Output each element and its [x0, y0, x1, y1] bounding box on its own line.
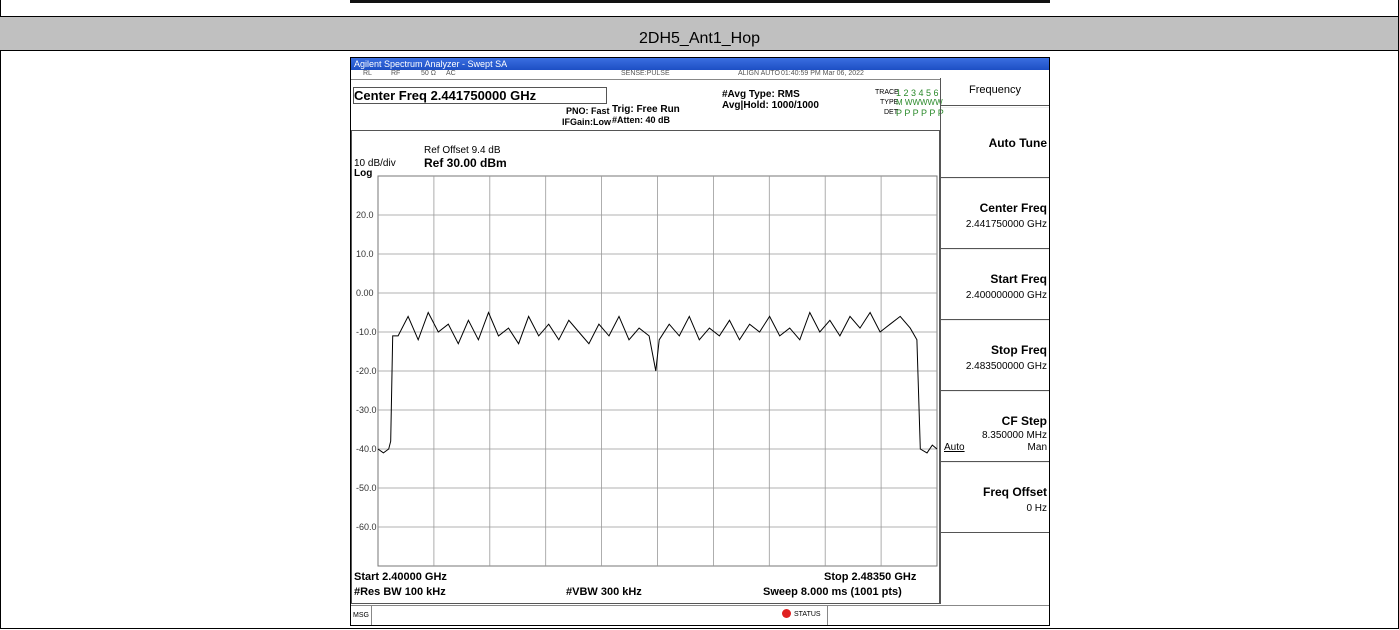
stop-freq: Stop 2.48350 GHz [824, 571, 917, 583]
window-title: Agilent Spectrum Analyzer - Swept SA [351, 58, 1049, 70]
status-divider [371, 606, 372, 625]
y-tick-label: -60.0 [356, 522, 377, 532]
menu-button[interactable]: Start Freq 2.400000000 GHz [941, 249, 1049, 320]
menu-button[interactable]: Center Freq 2.441750000 GHz [941, 178, 1049, 249]
msg-bar [351, 605, 1049, 626]
y-tick-label: -20.0 [356, 366, 377, 376]
menu-value: 0 Hz [1026, 503, 1047, 514]
trace-nums: 1 2 3 4 5 6 [896, 88, 939, 98]
trace [377, 311, 938, 454]
menu-label: CF Step [1001, 414, 1047, 428]
status-item: RF [391, 70, 401, 77]
header-title: 2DH5_Ant1_Hop [639, 30, 760, 47]
y-tick-label: -30.0 [356, 405, 377, 415]
det-label: DET [884, 109, 898, 116]
menu-button[interactable]: Freq Offset 0 Hz [941, 462, 1049, 533]
status-item: 50 Ω [421, 70, 436, 77]
status-item: RL [363, 70, 372, 77]
sweep: Sweep 8.000 ms (1001 pts) [763, 586, 902, 598]
header-row [0, 16, 1398, 51]
status-divider [827, 606, 828, 625]
menu-option: Auto [944, 442, 965, 453]
menu-button[interactable]: CF Step 8.350000 MHz Auto Man [941, 391, 1049, 462]
menu-value: 2.400000000 GHz [965, 290, 1047, 301]
y-tick-label: -10.0 [356, 327, 377, 337]
menu-label: Stop Freq [991, 343, 1047, 357]
y-tick-label: -40.0 [356, 444, 377, 454]
msg: MSG [353, 612, 369, 619]
status-item: SENSE:PULSE [621, 70, 670, 77]
setting: IFGain:Low [562, 117, 611, 127]
status: STATUS [794, 611, 821, 618]
setting: Trig: Free Run [612, 104, 680, 115]
scale-type: Log [354, 168, 373, 179]
status-bar: RL RF 50 Ω AC SENSE:PULSE ALIGN AUTO 01:40:59 … [351, 70, 941, 80]
setting: #Avg Type: RMS [722, 89, 800, 100]
vbw: #VBW 300 kHz [566, 586, 642, 598]
menu-value: 2.483500000 GHz [965, 361, 1047, 372]
menu-label: Auto Tune [988, 136, 1047, 150]
y-tick-label: 20.0 [356, 210, 374, 220]
y-tick-label: 0.00 [356, 288, 374, 298]
type-label: TYPE [880, 99, 899, 106]
menu-label: Freq Offset [982, 485, 1047, 499]
menu-value: 2.441750000 GHz [965, 219, 1047, 230]
status-icon [782, 609, 791, 618]
top-bar [350, 0, 1050, 3]
center-freq: Center Freq 2.441750000 GHz [354, 88, 537, 103]
status-item: ALIGN AUTO [738, 70, 780, 77]
menu-value: 8.350000 MHz [981, 430, 1047, 441]
menu-label: Start Freq [990, 272, 1047, 286]
y-tick-label: -50.0 [356, 483, 377, 493]
menu: Frequency Auto Tune Center Freq 2.441750000… [940, 78, 1050, 604]
setting: #Atten: 40 dB [612, 115, 671, 125]
type-val: M WWWWW [896, 98, 943, 107]
scale: 10 dB/div [354, 158, 396, 169]
setting: PNO: Fast [566, 106, 610, 116]
plot-frame [351, 130, 940, 604]
center-freq-box [353, 87, 607, 104]
menu-option: Man [1027, 442, 1047, 453]
setting: Avg|Hold: 1000/1000 [722, 100, 819, 111]
menu-title: Frequency [941, 78, 1049, 106]
det-val: P P P P P P [896, 108, 944, 118]
menu-button[interactable]: Stop Freq 2.483500000 GHz [941, 320, 1049, 391]
trace-label: TRACE [875, 89, 899, 96]
screen [350, 57, 1050, 626]
ref-level: Ref 30.00 dBm [424, 156, 507, 170]
start-freq: Start 2.40000 GHz [354, 571, 447, 583]
status-item: AC [446, 70, 456, 77]
ref-offset: Ref Offset 9.4 dB [424, 145, 501, 156]
rbw: #Res BW 100 kHz [354, 586, 446, 598]
status-item: 01:40:59 PM Mar 06, 2022 [781, 70, 864, 77]
menu-button[interactable]: Auto Tune [941, 107, 1049, 178]
menu-label: Center Freq [979, 201, 1047, 215]
y-tick-label: 10.0 [356, 249, 374, 259]
